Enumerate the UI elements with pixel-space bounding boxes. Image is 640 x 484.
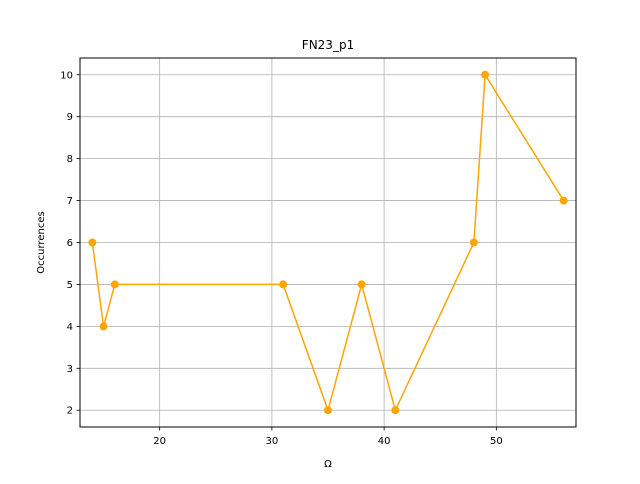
y-tick-label: 2	[67, 406, 73, 417]
data-point	[469, 238, 478, 247]
y-axis-ticks: 2 3 4 5 6 7 8 9 10	[60, 70, 80, 417]
data-point	[481, 70, 490, 79]
y-tick-label: 5	[67, 280, 73, 291]
data-point	[357, 280, 366, 289]
y-tick-label: 6	[67, 238, 73, 249]
chart-title: FN23_p1	[302, 38, 354, 52]
y-tick-label: 7	[67, 196, 73, 207]
data-point	[110, 280, 119, 289]
y-tick-label: 10	[60, 70, 73, 81]
y-tick-label: 9	[67, 112, 73, 123]
y-axis-label: Occurrences	[36, 211, 47, 273]
data-point	[99, 322, 108, 331]
data-point	[279, 280, 288, 289]
data-point	[391, 406, 400, 415]
x-tick-label: 20	[153, 436, 166, 447]
x-axis-label: Ω	[324, 459, 332, 470]
y-tick-label: 4	[67, 322, 73, 333]
data-point	[559, 196, 568, 205]
series-line	[91, 74, 565, 411]
x-tick-label: 40	[378, 436, 391, 447]
data-series	[88, 70, 568, 415]
x-tick-label: 30	[266, 436, 279, 447]
y-tick-label: 3	[67, 364, 73, 375]
data-point	[324, 406, 332, 415]
x-tick-label: 50	[490, 436, 503, 447]
y-tick-label: 8	[67, 154, 73, 165]
x-axis-ticks: 20 30 40 50	[153, 427, 503, 447]
data-point	[88, 238, 97, 247]
